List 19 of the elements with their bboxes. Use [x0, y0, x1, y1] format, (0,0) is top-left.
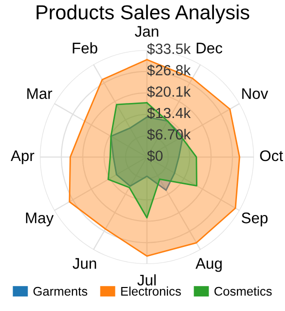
spoke-label: Dec [196, 42, 222, 54]
y-tick-label: $20.1k [147, 86, 191, 98]
spoke-label: May [26, 212, 54, 226]
spoke-label: Jun [72, 258, 96, 269]
spoke-label: Jan [134, 26, 158, 37]
spoke-label: Aug [196, 258, 222, 272]
legend-label: Garments [33, 286, 88, 296]
legend-label: Electronics [121, 286, 181, 296]
y-tick-label: $0 [147, 150, 163, 162]
y-tick-label: $33.5k [147, 43, 191, 55]
spoke-label: Apr [10, 150, 34, 164]
spoke-label: Feb [72, 42, 98, 54]
spoke-label: Sep [242, 212, 268, 226]
spoke-label: Jul [137, 274, 156, 286]
spoke-label: Nov [242, 88, 268, 99]
legend-label: Cosmetics [214, 286, 272, 296]
chart-title: Products Sales Analysis [36, 4, 250, 24]
spoke-label: Oct [260, 150, 284, 162]
spoke-label: Mar [27, 88, 52, 99]
